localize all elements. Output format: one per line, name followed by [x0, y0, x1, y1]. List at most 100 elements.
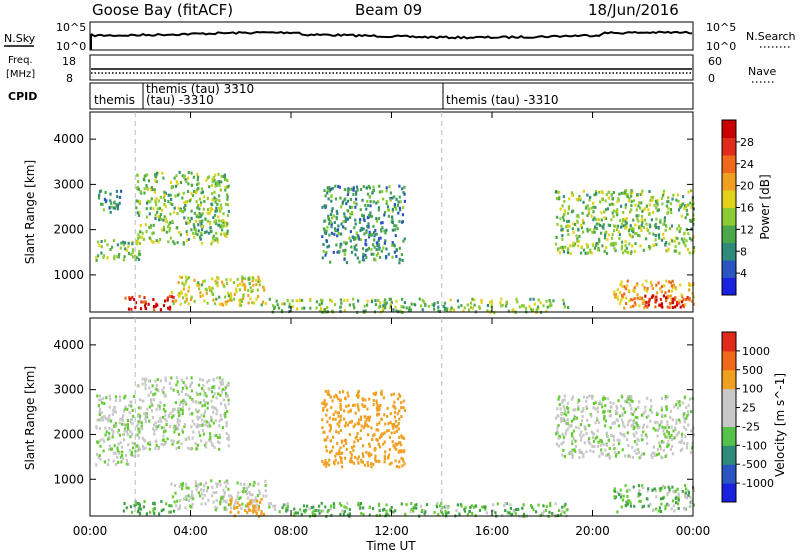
- echo-cell: [353, 226, 356, 230]
- echo-cell: [324, 206, 327, 209]
- echo-cell: [216, 440, 220, 444]
- echo-cell: [339, 512, 342, 516]
- echo-cell: [623, 306, 626, 310]
- echo-cell: [158, 405, 161, 409]
- echo-cell: [665, 279, 668, 283]
- echo-cell: [125, 462, 128, 466]
- echo-cell: [595, 218, 598, 222]
- echo-cell: [578, 450, 581, 454]
- echo-cell: [264, 483, 267, 487]
- echo-cell: [154, 174, 157, 178]
- echo-cell: [660, 497, 663, 501]
- time-tick-label: 00:00: [73, 524, 108, 538]
- echo-cell: [412, 509, 415, 513]
- echo-cell: [116, 207, 119, 211]
- echo-cell: [187, 216, 190, 220]
- echo-cell: [221, 496, 224, 499]
- echo-cell: [183, 216, 186, 220]
- echo-cell: [138, 214, 141, 217]
- echo-cell: [592, 432, 595, 436]
- echo-cell: [158, 218, 161, 222]
- echo-cell: [557, 436, 560, 440]
- echo-cell: [191, 419, 194, 423]
- echo-cell: [363, 304, 366, 308]
- echo-cell: [637, 405, 640, 409]
- echo-cell: [658, 441, 661, 445]
- echo-cell: [114, 421, 117, 425]
- echo-cell: [364, 242, 367, 246]
- echo-cell: [187, 190, 190, 194]
- echo-cell: [205, 230, 208, 234]
- echo-cell: [589, 228, 592, 232]
- echo-cell: [635, 421, 638, 425]
- echo-cell: [218, 441, 221, 445]
- echo-cell: [325, 251, 328, 255]
- echo-cell: [576, 237, 579, 241]
- echo-cell: [169, 305, 172, 309]
- echo-cell: [156, 404, 160, 408]
- echo-cell: [224, 506, 227, 510]
- echo-cell: [614, 489, 617, 493]
- echo-cell: [338, 250, 341, 253]
- echo-cell: [589, 195, 592, 199]
- echo-cell: [668, 306, 671, 310]
- echo-cell: [124, 405, 127, 409]
- echo-cell: [641, 452, 644, 456]
- echo-cell: [179, 233, 183, 237]
- echo-cell: [212, 410, 215, 414]
- echo-cell: [621, 284, 624, 288]
- echo-cell: [379, 404, 382, 407]
- echo-cell: [571, 439, 574, 443]
- echo-cell: [637, 484, 641, 488]
- echo-cell: [667, 196, 670, 200]
- echo-cell: [650, 404, 653, 408]
- echo-cell: [614, 454, 617, 458]
- echo-cell: [99, 444, 102, 448]
- echo-cell: [222, 495, 225, 498]
- echo-cell: [321, 235, 324, 239]
- echo-cell: [368, 454, 371, 458]
- echo-cell: [577, 215, 580, 219]
- echo-cell: [370, 248, 373, 252]
- echo-cell: [371, 191, 374, 195]
- echo-cell: [561, 453, 564, 457]
- echo-cell: [394, 459, 397, 463]
- echo-cell: [216, 436, 220, 439]
- echo-cell: [197, 223, 200, 227]
- echo-cell: [185, 275, 188, 279]
- echo-cell: [463, 306, 466, 310]
- echo-cell: [97, 404, 100, 408]
- echo-cell: [208, 212, 211, 215]
- echo-cell: [612, 443, 615, 447]
- echo-cell: [667, 485, 670, 489]
- echo-cell: [671, 306, 674, 309]
- echo-cell: [145, 415, 149, 419]
- echo-cell: [629, 398, 633, 402]
- echo-cell: [653, 203, 656, 207]
- echo-cell: [383, 507, 386, 511]
- echo-cell: [638, 489, 641, 493]
- echo-cell: [686, 212, 689, 216]
- echo-cell: [648, 245, 651, 248]
- echo-cell: [255, 283, 258, 286]
- echo-cell: [375, 428, 378, 432]
- echo-cell: [343, 505, 346, 509]
- echo-cell: [180, 442, 183, 446]
- echo-cell: [453, 308, 456, 312]
- echo-cell: [400, 456, 403, 460]
- echo-cell: [206, 424, 209, 428]
- echo-cell: [242, 293, 245, 297]
- echo-cell: [139, 507, 142, 511]
- echo-cell: [646, 287, 649, 291]
- echo-cell: [645, 222, 648, 226]
- echo-cell: [352, 186, 355, 190]
- echo-cell: [376, 439, 379, 443]
- echo-cell: [281, 506, 284, 510]
- echo-cell: [206, 196, 209, 200]
- echo-cell: [572, 244, 576, 248]
- echo-cell: [344, 424, 347, 428]
- echo-cell: [326, 306, 329, 310]
- echo-cell: [394, 305, 397, 309]
- echo-cell: [98, 454, 101, 457]
- echo-cell: [571, 434, 574, 438]
